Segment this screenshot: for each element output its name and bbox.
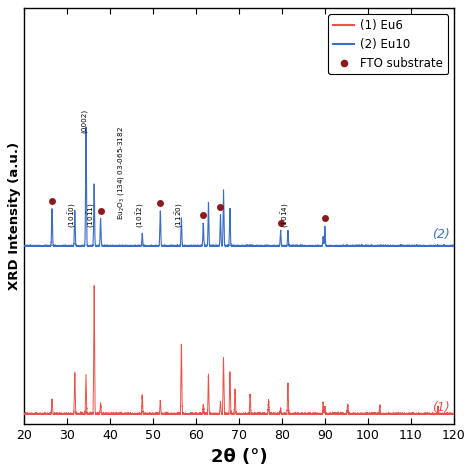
Text: (11$\bar{2}$0): (11$\bar{2}$0) <box>173 203 185 228</box>
Text: (10$\bar{1}$1): (10$\bar{1}$1) <box>86 203 97 228</box>
Text: (2): (2) <box>432 228 449 241</box>
Legend: (1) Eu6, (2) Eu10, FTO substrate: (1) Eu6, (2) Eu10, FTO substrate <box>328 14 448 74</box>
Text: (0002): (0002) <box>81 109 87 133</box>
Text: Eu$_2$O$_3$ (134) 03-065-3182: Eu$_2$O$_3$ (134) 03-065-3182 <box>116 126 126 220</box>
Text: (1): (1) <box>432 401 449 414</box>
Text: (10$\bar{1}$0): (10$\bar{1}$0) <box>66 203 78 228</box>
Text: (10$\bar{1}$2): (10$\bar{1}$2) <box>135 203 146 228</box>
Y-axis label: XRD Intensity (a.u.): XRD Intensity (a.u.) <box>9 142 21 291</box>
Text: (10$\bar{1}$4): (10$\bar{1}$4) <box>280 203 291 228</box>
X-axis label: 2θ (°): 2θ (°) <box>210 447 267 465</box>
